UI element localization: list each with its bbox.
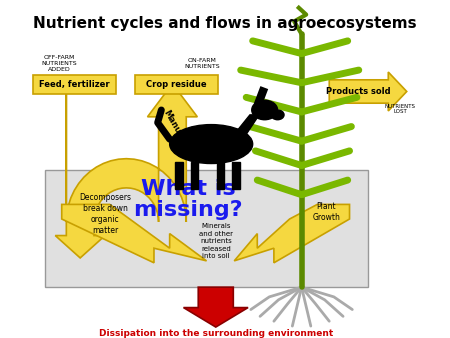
Text: Plant
Growth: Plant Growth: [313, 202, 340, 222]
Ellipse shape: [170, 125, 253, 164]
Polygon shape: [184, 287, 248, 327]
Polygon shape: [234, 115, 259, 134]
Polygon shape: [55, 84, 198, 258]
Text: What is
missing?: What is missing?: [133, 179, 243, 220]
Polygon shape: [62, 204, 207, 263]
Polygon shape: [329, 72, 407, 111]
Text: Manure: Manure: [162, 109, 187, 144]
Ellipse shape: [271, 110, 284, 120]
Text: Dissipation into the surrounding environment: Dissipation into the surrounding environ…: [99, 329, 333, 338]
Ellipse shape: [252, 100, 278, 120]
Bar: [175, 162, 183, 189]
Text: NUTRIENTS
LOST: NUTRIENTS LOST: [385, 104, 416, 114]
Text: OFF-FARM
NUTRIENTS
ADDED: OFF-FARM NUTRIENTS ADDED: [41, 55, 77, 72]
Bar: [217, 162, 224, 189]
Text: Minerals
and other
nutrients
released
into soil: Minerals and other nutrients released in…: [199, 223, 233, 259]
Text: Crop residue: Crop residue: [146, 80, 207, 89]
FancyBboxPatch shape: [135, 75, 218, 94]
Polygon shape: [234, 204, 350, 263]
Text: Feed, fertilizer: Feed, fertilizer: [39, 80, 110, 89]
Text: Nutrient cycles and flows in agroecosystems: Nutrient cycles and flows in agroecosyst…: [33, 16, 417, 30]
Text: Products sold: Products sold: [326, 87, 391, 96]
Bar: [191, 162, 198, 189]
FancyBboxPatch shape: [45, 170, 368, 287]
Text: ON-FARM
NUTRIENTS: ON-FARM NUTRIENTS: [184, 58, 220, 69]
Bar: [232, 162, 240, 189]
Text: Decomposers
break down
organic
matter: Decomposers break down organic matter: [79, 193, 131, 235]
FancyBboxPatch shape: [33, 75, 116, 94]
